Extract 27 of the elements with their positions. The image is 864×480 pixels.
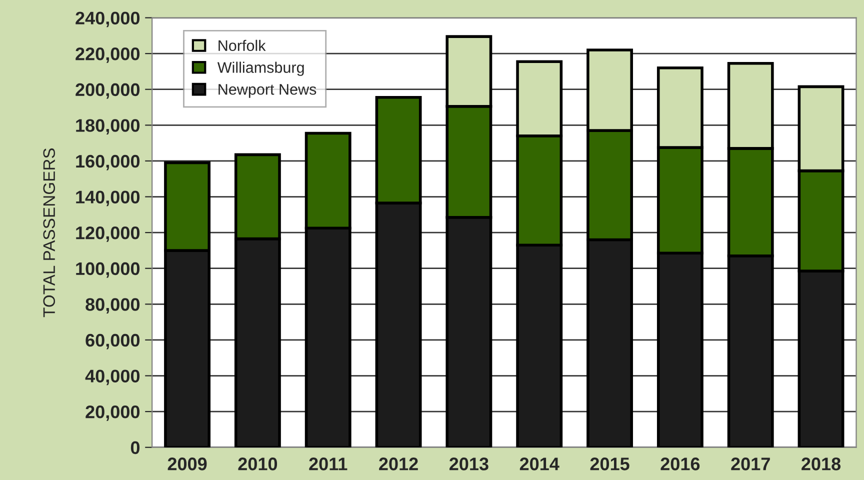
x-tick-label: 2015 (590, 458, 630, 470)
legend-label: Norfolk (218, 40, 266, 52)
x-tick-label: 2014 (520, 458, 560, 470)
legend-label: Newport News (218, 84, 316, 98)
y-tick-label: 180,000 (76, 119, 140, 134)
y-tick-label: 160,000 (76, 154, 140, 170)
x-tick-label: 2011 (309, 458, 348, 470)
x-tick-label: 2018 (802, 458, 841, 470)
y-tick-label: 220,000 (76, 47, 140, 63)
x-tick-label: 2009 (168, 458, 207, 470)
x-tick-label: 2017 (731, 458, 770, 470)
y-tick-label: 60,000 (86, 334, 140, 350)
x-tick-label: 2010 (238, 458, 278, 470)
y-axis-title: TOTAL PASSENGERS (43, 148, 56, 318)
y-tick-label: 100,000 (76, 262, 140, 278)
y-tick-label: 140,000 (76, 190, 140, 206)
legend-label: Williamsburg (217, 62, 304, 76)
x-tick-label: 2016 (660, 458, 700, 470)
x-tick-label: 2013 (449, 458, 488, 470)
y-tick-label: 80,000 (86, 298, 140, 314)
y-tick-label: 40,000 (85, 370, 140, 386)
y-tick-label: 240,000 (76, 12, 140, 28)
x-tick-label: 2012 (379, 458, 418, 470)
y-tick-label: 0 (130, 441, 140, 454)
y-tick-label: 20,000 (86, 405, 140, 421)
y-tick-label: 120,000 (76, 226, 140, 242)
y-tick-label: 200,000 (76, 83, 140, 99)
